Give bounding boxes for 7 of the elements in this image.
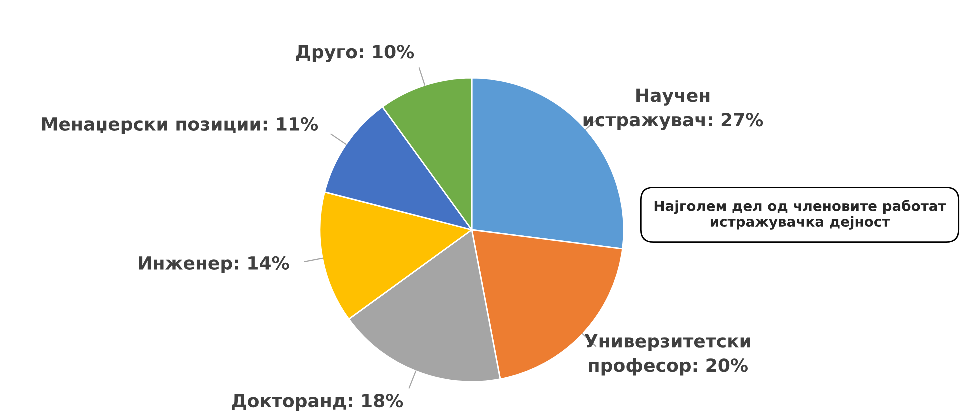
slice-label: Универзитетски професор: 20% bbox=[584, 334, 750, 376]
slice-label: Инженер: 14% bbox=[139, 256, 290, 274]
slice-label: Менаџерски позиции: 11% bbox=[42, 117, 318, 135]
slice-label: Научен истражувач: 27% bbox=[584, 88, 764, 130]
slice-label: Докторанд: 18% bbox=[232, 394, 404, 412]
slice-label: Друго: 10% bbox=[296, 45, 414, 62]
text: Најголем дел од членовите работат истражувачка дејност bbox=[654, 200, 946, 230]
